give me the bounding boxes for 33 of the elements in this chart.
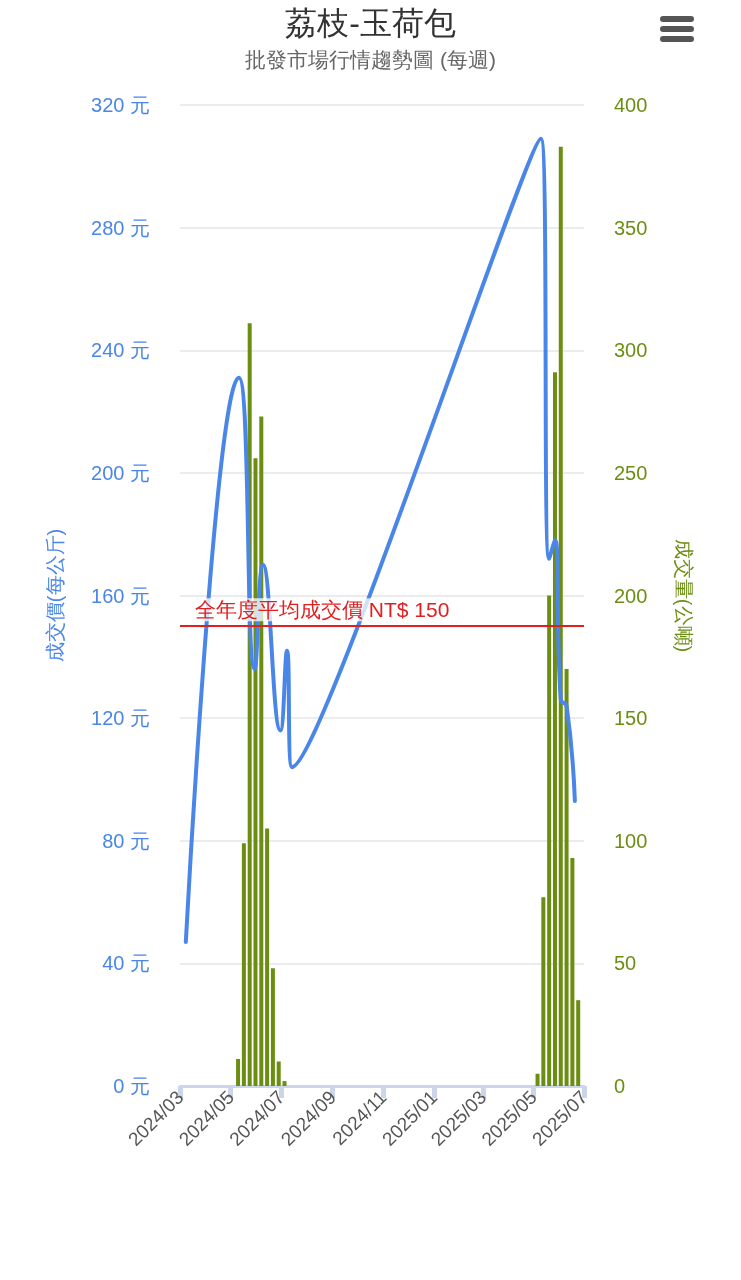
bar [576,1000,581,1086]
y-tick-label: 80 元 [102,829,150,852]
ref-line-label: 全年度平均成交價 NT$ 150 [195,598,450,622]
y2-tick-label: 350 [614,216,648,239]
y2-tick-label: 100 [614,829,648,852]
y2-tick-label: 200 [614,584,648,607]
bar [558,146,563,1086]
y2-tick-label: 250 [614,461,648,484]
bar [282,1081,287,1086]
y-tick-label: 40 元 [102,952,150,975]
y-axis-title: 成交價(每公斤) [44,528,66,663]
y2-tick-label: 50 [614,952,637,975]
y2-tick-label: 300 [614,339,648,362]
y2-tick-label: 400 [614,94,648,116]
y-tick-label: 200 元 [91,461,150,484]
line-series [183,136,577,944]
y-tick-label: 280 元 [91,216,150,239]
bar [236,1059,241,1086]
bar [276,1061,281,1086]
y2-tick-label: 150 [614,707,648,730]
bar [241,843,246,1086]
bar [270,968,275,1086]
chart-subtitle: 批發市場行情趨勢圖 (每週) [245,48,496,71]
y2-tick-label: 0 [614,1075,626,1097]
bar [547,595,552,1086]
y-tick-label: 240 元 [91,339,150,362]
y-tick-label: 160 元 [91,584,150,607]
y-tick-label: 320 元 [91,94,150,116]
chart-title: 荔枝-玉荷包 [285,5,456,41]
bar [265,828,270,1086]
y-tick-label: 120 元 [91,707,150,730]
bar [552,372,557,1086]
y2-axis-title: 成交量(公噸) [673,538,695,653]
